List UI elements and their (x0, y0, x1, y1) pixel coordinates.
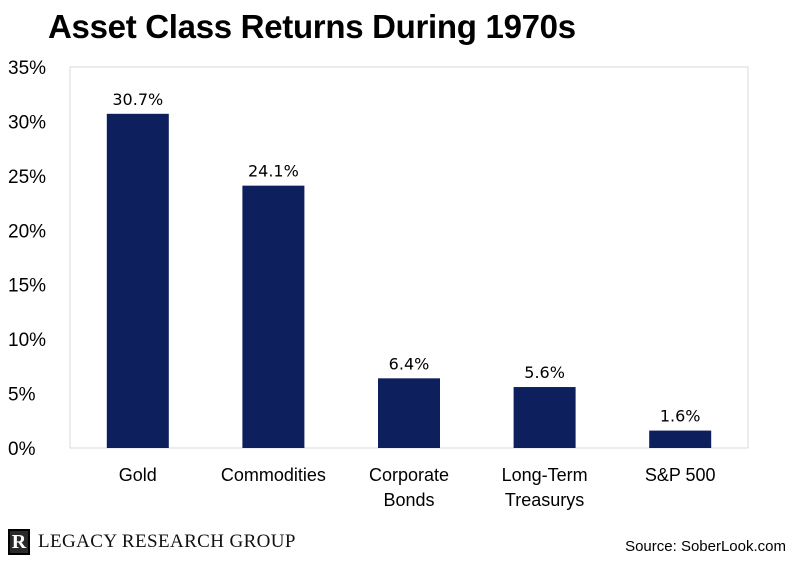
x-axis: Gold Commodities Corporate Bonds Long-Term Tr… (119, 465, 716, 510)
bar (242, 185, 305, 448)
x-category-label: S&P 500 (645, 465, 716, 485)
source-note: Source: SoberLook.com (625, 538, 786, 555)
bar (378, 378, 440, 448)
y-tick-label: 5% (8, 385, 36, 406)
logo-text: LEGACY RESEARCH GROUP (38, 531, 296, 552)
bar (649, 430, 712, 448)
data-label: 30.7% (112, 90, 163, 109)
bar (513, 387, 576, 448)
y-tick-label: 15% (8, 276, 46, 297)
y-tick-label: 20% (8, 221, 46, 242)
x-category-label: Long-Term Treasurys (502, 465, 588, 510)
data-labels: 30.7% 24.1% 6.4% 5.6% 1.6% (112, 90, 700, 426)
y-tick-label: 0% (8, 439, 36, 460)
bars (106, 113, 712, 449)
legacy-research-logo: R LEGACY RESEARCH GROUP (8, 529, 296, 555)
y-tick-label: 25% (8, 167, 46, 188)
y-axis: 0% 5% 10% 15% 20% 25% 30% 35% (8, 58, 46, 460)
y-tick-label: 30% (8, 112, 46, 133)
data-label: 5.6% (524, 363, 565, 382)
data-label: 1.6% (660, 407, 701, 426)
bar (106, 113, 169, 449)
data-label: 24.1% (248, 162, 299, 181)
x-category-label: Corporate Bonds (369, 465, 449, 510)
x-category-label: Commodities (221, 465, 326, 485)
x-category-label: Gold (119, 465, 157, 485)
data-label: 6.4% (389, 354, 430, 373)
y-tick-label: 10% (8, 330, 46, 351)
logo-mark: R (8, 529, 30, 555)
chart-title: Asset Class Returns During 1970s (48, 8, 576, 45)
y-tick-label: 35% (8, 58, 46, 79)
